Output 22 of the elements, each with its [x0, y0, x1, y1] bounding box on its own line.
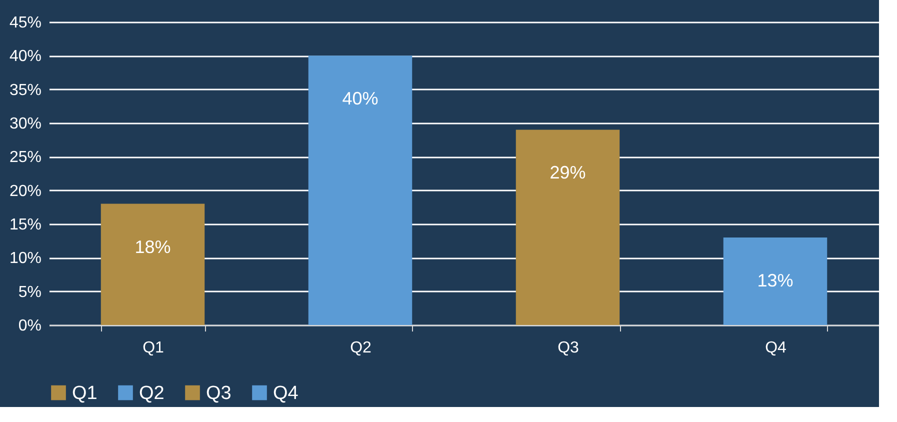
y-tick-label: 30% — [9, 116, 42, 132]
legend-label: Q3 — [206, 382, 232, 404]
y-tick-label: 25% — [9, 149, 42, 166]
data-label: 29% — [550, 162, 586, 183]
legend-label: Q1 — [72, 382, 98, 404]
y-tick-label: 15% — [9, 216, 42, 234]
data-label: 18% — [134, 236, 171, 257]
x-tick-label: Q3 — [558, 340, 580, 356]
y-tick-label: 10% — [9, 250, 42, 268]
y-tick-label: 20% — [9, 182, 42, 200]
y-tick-label: 35% — [9, 82, 42, 99]
x-tick-label: Q2 — [350, 340, 372, 356]
y-tick-label: 0% — [18, 318, 42, 334]
y-tick-label: 45% — [9, 14, 42, 32]
data-label: 40% — [342, 88, 378, 109]
legend-label: Q4 — [273, 382, 299, 404]
x-tick-label: Q4 — [765, 340, 787, 356]
data-label: 13% — [757, 270, 794, 290]
x-tick-label: Q1 — [142, 340, 164, 356]
y-tick-label: 5% — [18, 284, 42, 301]
y-tick-label: 40% — [9, 48, 42, 66]
legend-label: Q2 — [139, 382, 164, 404]
